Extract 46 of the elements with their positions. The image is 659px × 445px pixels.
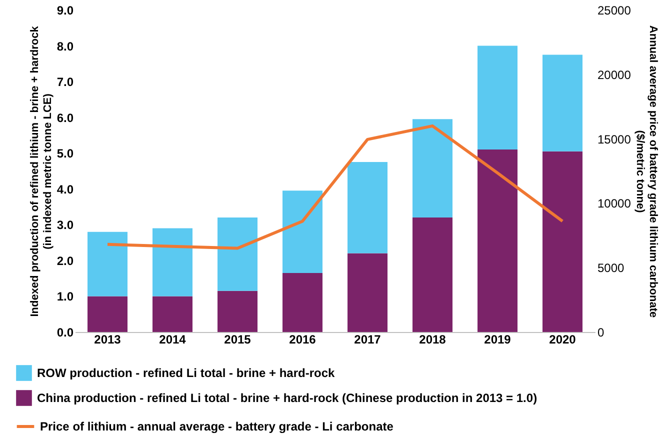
bar	[478, 150, 518, 332]
y2-tick-label: 10000	[598, 196, 632, 211]
legend-label: Price of lithium - annual average - battery grade - Li carbonate	[40, 420, 394, 434]
y2-axis-title: Annual average price of battery grade lithium carbonate ($/metric tonne)	[634, 25, 659, 318]
bar	[542, 54, 582, 152]
y2-tick-label: 0	[598, 326, 604, 340]
y-tick-label: 3.0	[56, 218, 74, 232]
x-tick-label: 2016	[289, 332, 316, 346]
x-tick-label: 2015	[224, 332, 252, 346]
bar	[282, 272, 322, 332]
line-series	[106, 124, 564, 250]
bar	[348, 162, 388, 254]
x-tick-label: 2020	[549, 332, 576, 346]
x-tick-label: 2018	[419, 332, 446, 346]
x-tick-label: 2014	[159, 332, 186, 346]
x-tick-label: 2019	[484, 332, 512, 346]
y-axis-title: Indexed production of refined lithium - brine + hardrock (in indexed metric tonne LCE)	[28, 25, 54, 317]
bar	[152, 228, 192, 296]
y2-tick-label: 20000	[598, 68, 632, 82]
y-tick-label: 4.0	[56, 182, 74, 196]
y-tick-label: 8.0	[56, 39, 74, 54]
bar	[412, 119, 452, 218]
y-tick-label: 2.0	[56, 254, 74, 268]
legend-label: ROW production - refined Li total - brine + hard-rock	[37, 366, 335, 380]
bar	[88, 296, 128, 332]
y-tick-label: 5.0	[56, 146, 74, 161]
bar	[542, 151, 582, 332]
x-tick-label: 2013	[94, 332, 122, 346]
legend-label: China production - refined Li total - brine + hard-rock (Chinese production in 2013 = 1.0)	[37, 391, 538, 405]
y2-tick-label: 15000	[598, 132, 632, 146]
y-tick-label: 6.0	[56, 110, 74, 125]
bar	[348, 253, 388, 332]
bar	[218, 218, 258, 291]
y-tick-label: 9.0	[56, 4, 74, 18]
bar	[152, 296, 192, 332]
x-tick-label: 2017	[354, 332, 382, 346]
bar	[218, 290, 258, 332]
y2-tick-label: 25000	[598, 4, 632, 18]
bar	[412, 218, 452, 332]
bar	[478, 46, 518, 150]
bar	[282, 190, 322, 273]
y-tick-label: 7.0	[56, 75, 74, 90]
y-tick-label: 0.0	[56, 326, 74, 340]
y2-tick-label: 5000	[598, 261, 625, 276]
y-tick-label: 1.0	[56, 290, 74, 304]
bar	[88, 232, 128, 296]
